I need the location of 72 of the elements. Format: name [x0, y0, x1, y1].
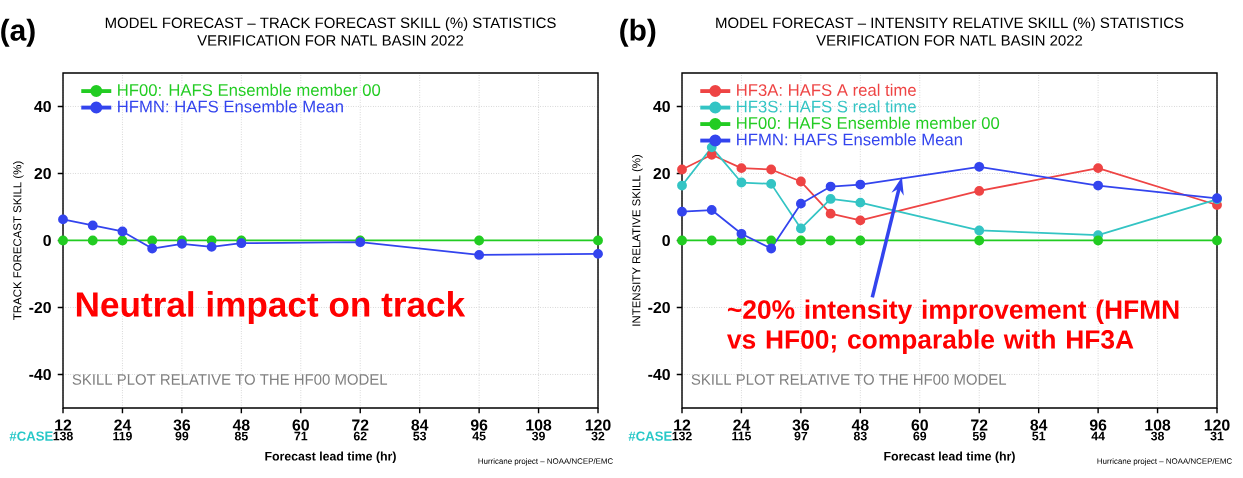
- text: 62: [353, 431, 367, 441]
- annotation: SKILL PLOT RELATIVE TO THE HF00 MODEL: [72, 374, 388, 385]
- chart-title: MODEL FORECAST – TRACK FORECAST SKILL (%) STATISTICS: [105, 17, 556, 32]
- y-tick-label: 0: [662, 234, 670, 247]
- x-tick-label: 84: [1030, 419, 1048, 431]
- text: 44: [1091, 431, 1105, 441]
- text: 51: [1032, 431, 1046, 441]
- text: 39: [532, 431, 545, 441]
- text: 31: [1210, 431, 1224, 441]
- chart-subtitle: VERIFICATION FOR NATL BASIN 2022: [197, 35, 464, 46]
- text: (b): [620, 18, 656, 47]
- y-tick-label: -40: [648, 368, 670, 381]
- text: 32: [591, 431, 605, 441]
- y-tick-label: -20: [648, 301, 670, 314]
- x-tick-label: 120: [585, 419, 611, 431]
- annotation: Neutral impact on track: [76, 291, 466, 324]
- y-tick-label: 20: [34, 167, 51, 180]
- y-tick-label: 40: [653, 100, 670, 113]
- text: 99: [175, 431, 189, 441]
- y-axis-title: INTENSITY RELATIVE SKILL (%): [632, 155, 643, 326]
- x-tick-label: 108: [1145, 419, 1171, 431]
- x-tick-label: 36: [173, 419, 191, 431]
- legend-label: HF00: HAFS Ensemble member 00: [118, 83, 381, 96]
- text: 59: [972, 431, 986, 441]
- y-tick-label: 0: [43, 234, 51, 247]
- x-tick-label: 108: [526, 419, 552, 431]
- text: 69: [913, 431, 927, 441]
- text: (a): [1, 18, 35, 47]
- x-tick-label: 24: [733, 419, 751, 431]
- legend-label: HFMN: HAFS Ensemble Mean: [118, 100, 343, 113]
- x-tick-label: 48: [232, 419, 250, 431]
- x-axis-title: Forecast lead time (hr): [265, 451, 396, 464]
- text: 83: [853, 431, 867, 441]
- text: 97: [794, 431, 808, 441]
- x-tick-label: 72: [971, 419, 988, 431]
- x-tick-label: 72: [352, 419, 369, 431]
- text: 115: [732, 431, 752, 441]
- x-tick-label: 120: [1204, 419, 1230, 431]
- text: 138: [53, 431, 73, 441]
- text: 132: [672, 431, 692, 441]
- x-tick-label: 96: [470, 419, 488, 431]
- text: 45: [472, 431, 486, 441]
- y-tick-label: 40: [34, 100, 51, 113]
- text: 53: [413, 431, 427, 441]
- y-tick-label: -40: [29, 368, 51, 381]
- text: 85: [234, 431, 248, 441]
- x-tick-label: 60: [292, 419, 309, 431]
- legend-label: HF3S: HAFS S real time: [737, 100, 916, 113]
- legend-label: HF3A: HAFS A real time: [737, 83, 916, 96]
- x-tick-label: 96: [1089, 419, 1107, 431]
- annotation: ~20% intensity improvement (HFMN vs HF00; comparable with HF3A: [727, 299, 1179, 354]
- x-tick-label: 84: [411, 419, 429, 431]
- x-tick-label: 36: [792, 419, 810, 431]
- x-tick-label: 48: [851, 419, 869, 431]
- text: 38: [1150, 431, 1165, 441]
- y-tick-label: -20: [29, 301, 51, 314]
- x-tick-label: 24: [114, 419, 132, 431]
- text: #CASE: [628, 431, 672, 441]
- annotation: SKILL PLOT RELATIVE TO THE HF00 MODEL: [691, 374, 1007, 385]
- chart-title: MODEL FORECAST – INTENSITY RELATIVE SKILL (%) STATISTICS: [716, 17, 1184, 32]
- x-tick-label: 12: [674, 419, 691, 431]
- text: #CASE: [9, 431, 53, 441]
- y-axis-title: TRACK FORECAST SKILL (%): [13, 161, 24, 320]
- x-tick-label: 12: [55, 419, 72, 431]
- x-tick-label: 60: [911, 419, 928, 431]
- text: 119: [113, 431, 132, 441]
- chart-subtitle: VERIFICATION FOR NATL BASIN 2022: [816, 35, 1083, 46]
- y-tick-label: 20: [653, 167, 670, 180]
- legend-label: HFMN: HAFS Ensemble Mean: [737, 133, 962, 146]
- text: 71: [294, 431, 308, 441]
- x-axis-title: Forecast lead time (hr): [884, 451, 1015, 464]
- legend-label: HF00: HAFS Ensemble member 00: [737, 116, 1000, 129]
